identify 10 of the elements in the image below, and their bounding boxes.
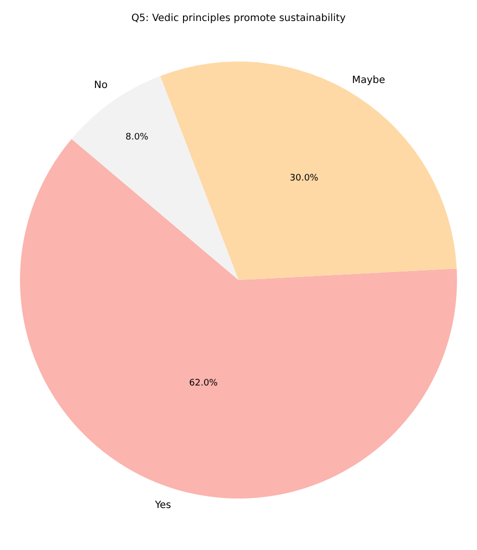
- slice-label: Yes: [154, 500, 172, 511]
- pie-slice: [160, 62, 457, 280]
- data-label: 8.0%: [125, 132, 149, 142]
- pie-slice: [72, 76, 238, 280]
- data-label: 62.0%: [189, 378, 218, 389]
- data-label: 30.0%: [290, 174, 319, 184]
- slice-label: No: [94, 80, 108, 91]
- pie-slice: [20, 138, 457, 498]
- slice-label: Maybe: [352, 75, 386, 86]
- chart-title: Q5: Vedic principles promote sustainability: [131, 12, 346, 24]
